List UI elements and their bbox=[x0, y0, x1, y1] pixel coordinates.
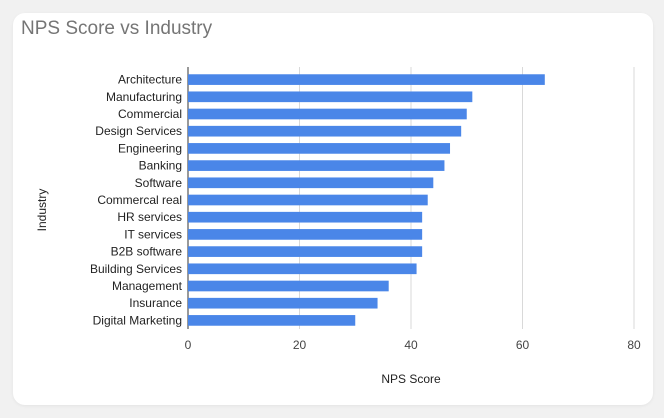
y-tick-label: Banking bbox=[139, 159, 182, 173]
bar[interactable] bbox=[188, 297, 378, 309]
x-tick-label: 80 bbox=[627, 338, 641, 352]
bar[interactable] bbox=[188, 91, 473, 103]
y-tick-label: Manufacturing bbox=[106, 90, 182, 104]
bar[interactable] bbox=[188, 246, 423, 257]
x-tick-label: 20 bbox=[293, 338, 307, 352]
bar[interactable] bbox=[188, 177, 434, 189]
y-tick-label: Commercial bbox=[118, 107, 182, 121]
bar[interactable] bbox=[188, 194, 428, 206]
y-tick-label: B2B software bbox=[111, 245, 183, 259]
y-tick-label: Building Services bbox=[90, 262, 182, 276]
y-axis-title: Industry bbox=[35, 188, 49, 232]
y-tick-label: Management bbox=[112, 279, 183, 293]
x-tick-label: 0 bbox=[185, 338, 192, 352]
y-tick-label: Commercal real bbox=[97, 193, 182, 207]
bar[interactable] bbox=[188, 143, 451, 154]
bar[interactable] bbox=[188, 108, 467, 120]
x-tick-label: 60 bbox=[516, 338, 530, 352]
y-tick-label: Architecture bbox=[118, 73, 182, 87]
y-tick-label: Software bbox=[135, 176, 183, 190]
bar[interactable] bbox=[188, 160, 445, 171]
y-tick-label: Design Services bbox=[95, 124, 182, 138]
y-tick-label: Insurance bbox=[129, 296, 182, 310]
bar[interactable] bbox=[188, 211, 423, 223]
bar[interactable] bbox=[188, 125, 462, 137]
y-tick-label: HR services bbox=[117, 210, 182, 224]
y-tick-label: Digital Marketing bbox=[93, 313, 182, 327]
y-tick-label: Engineering bbox=[118, 141, 182, 155]
bar[interactable] bbox=[188, 74, 545, 85]
bar[interactable] bbox=[188, 280, 389, 292]
bar[interactable] bbox=[188, 263, 417, 275]
chart-title: NPS Score vs Industry bbox=[21, 18, 213, 39]
x-axis-title: NPS Score bbox=[381, 372, 441, 386]
x-tick-label: 40 bbox=[404, 338, 418, 352]
bar[interactable] bbox=[188, 229, 423, 240]
bar[interactable] bbox=[188, 315, 356, 326]
y-tick-label: IT services bbox=[124, 227, 182, 241]
